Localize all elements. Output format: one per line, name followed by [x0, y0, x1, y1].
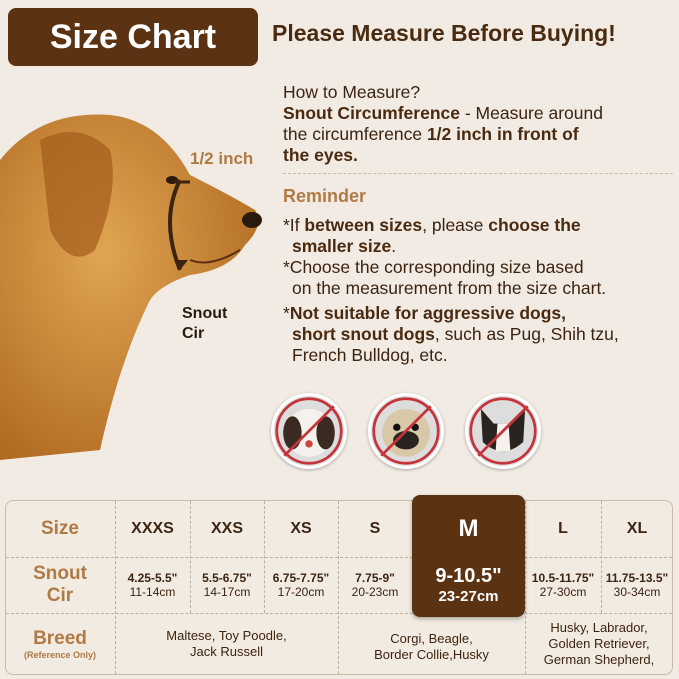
half-inch-label: 1/2 inch: [190, 149, 254, 168]
snout-inch: 4.25-5.5": [127, 571, 178, 585]
r3a: *: [283, 303, 290, 323]
reminder-1-cont: smaller size.: [283, 236, 619, 257]
size-xxxs: XXXS: [131, 519, 174, 537]
breed-line: Jack Russell: [190, 644, 263, 659]
row-label-size: Size: [40, 517, 80, 539]
r1a: *If: [283, 215, 305, 235]
row-label-breed: Breed (Reference Only): [5, 613, 115, 675]
r3b: Not suitable for aggressive dogs,: [289, 303, 566, 323]
how-to-measure: How to Measure? Snout Circumference - Me…: [283, 82, 603, 166]
reminder-3-cont: short snout dogs, such as Pug, Shih tzu,: [283, 324, 619, 345]
size-xs: XS: [290, 519, 312, 537]
snout-inch: 10.5-11.75": [531, 571, 595, 585]
r1b: between sizes: [304, 215, 423, 235]
breed-large: Husky, Labrador, Golden Retriever, German …: [525, 613, 673, 675]
col-divider: [190, 501, 191, 613]
snout-cm: 11-14cm: [129, 585, 176, 599]
measure-line-2: the circumference 1/2 inch in front of: [283, 124, 603, 145]
snout-label-1: Snout: [182, 305, 228, 322]
reminder-1: *If between sizes, please choose the: [283, 215, 619, 236]
col-divider: [115, 501, 116, 674]
col-divider: [264, 501, 265, 613]
r1f: .: [391, 236, 397, 256]
snout-cir-xxs: 5.5-6.75" 14-17cm: [190, 557, 264, 613]
row-divider: [6, 613, 672, 614]
breed-line: German Shepherd,: [543, 652, 655, 667]
snout-cm: 14-17cm: [203, 585, 251, 599]
breed-line: Husky, Labrador,: [550, 620, 648, 635]
snout-inch: 11.75-13.5": [605, 571, 669, 585]
breed-line: Maltese, Toy Poodle,: [166, 628, 287, 643]
shih-tzu-crossed-icon: [271, 393, 347, 469]
snout-inch: 5.5-6.75": [202, 571, 252, 585]
headline: Please Measure Before Buying!: [272, 20, 616, 46]
col-divider: [525, 501, 526, 674]
snout-1: Snout: [33, 563, 87, 584]
snout-cir-l: 10.5-11.75" 27-30cm: [525, 557, 601, 613]
snout-cm: 20-23cm: [351, 585, 399, 599]
measure-text-1: - Measure around: [459, 103, 603, 123]
size-table: [5, 500, 673, 675]
snout-inch: 9-10.5": [435, 565, 502, 587]
reminder-2: *Choose the corresponding size based: [283, 257, 584, 277]
size-chart-title: Size Chart: [8, 8, 258, 66]
snout-cm: 17-20cm: [277, 585, 325, 599]
r3d: , such as Pug, Shih tzu,: [434, 324, 619, 344]
size-l: L: [558, 519, 568, 537]
breed-line: Border Collie,Husky: [374, 647, 489, 662]
snout-cm: 27-30cm: [539, 585, 587, 599]
divider: [283, 173, 673, 174]
snout-cm: 23-27cm: [438, 588, 499, 605]
size-xxs: XXS: [210, 519, 243, 537]
reminder-title: Reminder: [283, 186, 367, 206]
snout-inch: 7.75-9": [355, 571, 395, 585]
measure-bold-2: 1/2 inch in front of: [426, 124, 579, 144]
col-divider: [601, 501, 602, 613]
measure-bold-3: the eyes.: [283, 145, 358, 165]
breed-label: Breed: [33, 628, 87, 649]
reminder-2-cont: on the measurement from the size chart.: [292, 278, 607, 298]
r1d: choose the: [488, 215, 581, 235]
reminder-3: *Not suitable for aggressive dogs,: [283, 303, 619, 324]
reminder-list: *If between sizes, please choose the sma…: [283, 215, 619, 366]
breed-medium: Corgi, Beagle, Border Collie,Husky: [338, 613, 525, 675]
highlighted-size-box: [412, 495, 525, 617]
reminder-3-cont2: French Bulldog, etc.: [292, 345, 448, 365]
snout-inch: 6.75-7.75": [272, 571, 330, 585]
snout-cir-label: Snout Cir: [182, 304, 227, 344]
snout-cir-xl: 11.75-13.5" 30-34cm: [601, 557, 673, 613]
size-xl: XL: [626, 519, 648, 537]
golden-retriever-illustration: [0, 114, 262, 460]
breed-note: (Reference Only): [23, 650, 97, 660]
r3c: short snout dogs: [292, 324, 435, 344]
pug-crossed-icon: [368, 393, 444, 469]
size-s: S: [369, 519, 381, 537]
measure-line-1: Snout Circumference - Measure around: [283, 103, 603, 124]
r1e: smaller size: [292, 236, 392, 256]
breed-line: Corgi, Beagle,: [390, 631, 473, 646]
row-label-snout: Snout Cir: [5, 557, 115, 613]
measure-question: How to Measure?: [283, 82, 421, 102]
row-divider: [6, 557, 672, 558]
breed-small: Maltese, Toy Poodle, Jack Russell: [115, 613, 338, 675]
measure-bold-1: Snout Circumference: [283, 103, 460, 123]
measure-line-3: the eyes.: [283, 145, 603, 166]
snout-cir-m: 9-10.5" 23-27cm: [412, 557, 525, 613]
snout-cir-xxxs: 4.25-5.5" 11-14cm: [115, 557, 190, 613]
measure-text-2: the circumference: [283, 124, 427, 144]
snout-label-2: Cir: [182, 325, 205, 342]
snout-cir-xs: 6.75-7.75" 17-20cm: [264, 557, 338, 613]
snout-cm: 30-34cm: [613, 585, 661, 599]
breed-line: Golden Retriever,: [548, 636, 650, 651]
col-divider: [338, 501, 339, 674]
r1c: , please: [422, 215, 489, 235]
snout-cir-s: 7.75-9" 20-23cm: [338, 557, 412, 613]
snout-2: Cir: [46, 585, 74, 606]
size-m: M: [458, 514, 479, 542]
french-bulldog-crossed-icon: [465, 393, 541, 469]
